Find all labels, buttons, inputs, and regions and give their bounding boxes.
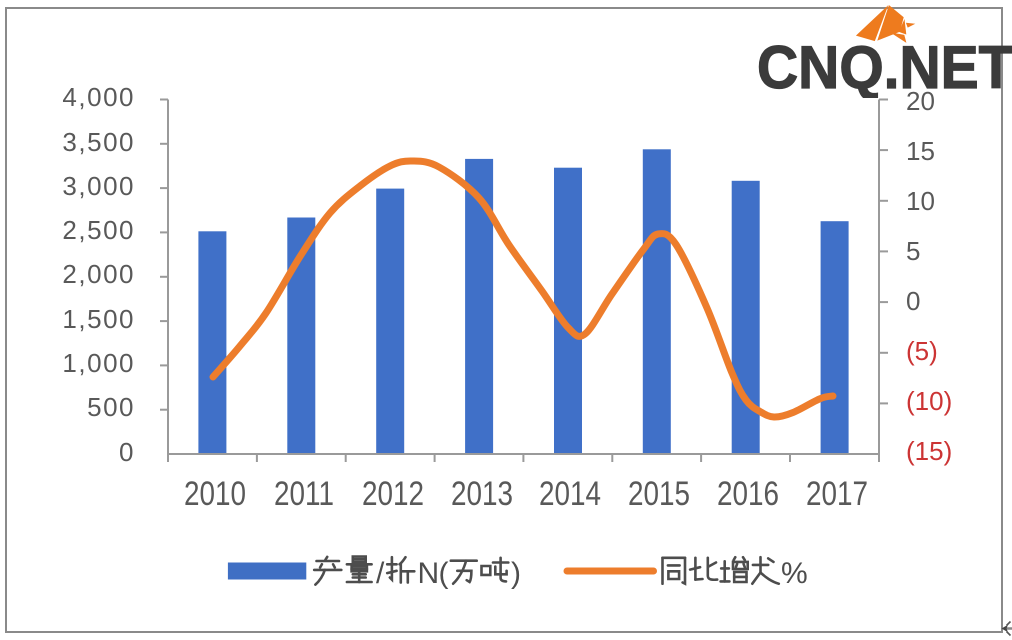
svg-text:/: /	[376, 557, 385, 590]
svg-text:%: %	[781, 557, 808, 590]
svg-text:): )	[511, 557, 521, 590]
svg-text:(: (	[439, 557, 449, 590]
svg-text:N: N	[418, 557, 440, 590]
